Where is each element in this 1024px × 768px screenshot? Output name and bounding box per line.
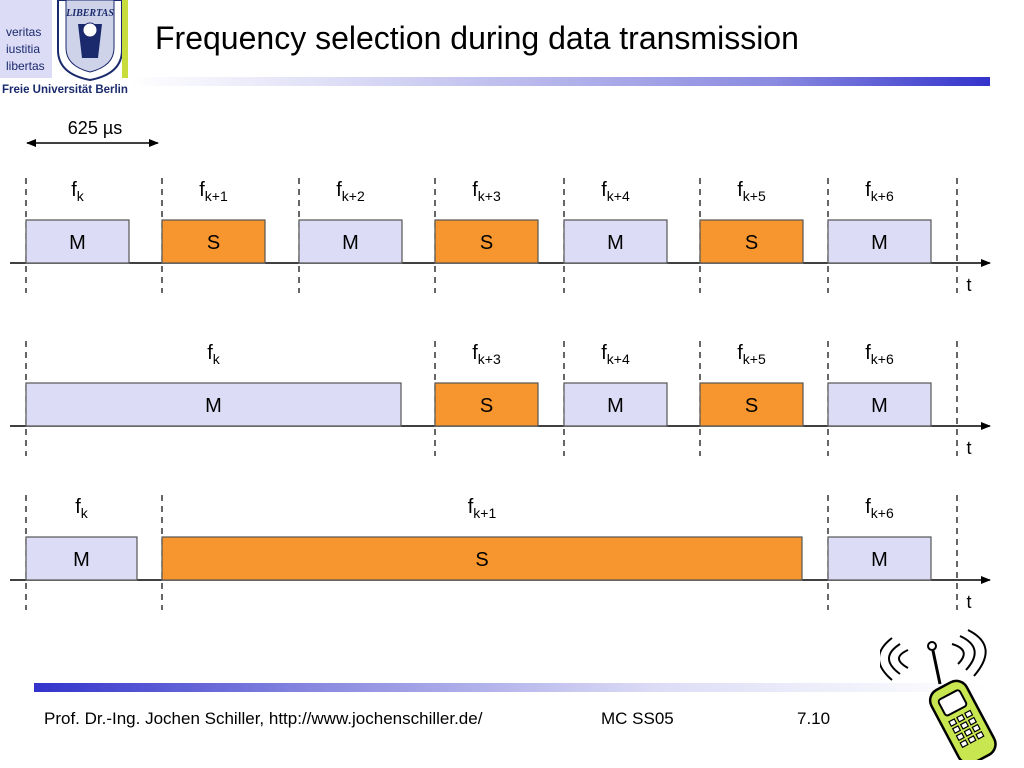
mobile-phone-icon — [880, 629, 997, 760]
frequency-label: fk — [75, 496, 89, 521]
frequency-label: fk — [71, 179, 85, 204]
logo-seal-text: LIBERTAS — [65, 8, 114, 19]
packet-label: M — [871, 549, 888, 571]
slave-packet — [434, 219, 539, 264]
master-packet — [827, 536, 932, 581]
master-packet — [298, 219, 403, 264]
frequency-label: fk+4 — [601, 179, 630, 204]
master-packet — [25, 219, 130, 264]
slave-packet — [699, 382, 804, 427]
footer-page-number: 7.10 — [797, 709, 831, 728]
frequency-label: fk+5 — [737, 179, 766, 204]
slave-packet — [161, 536, 803, 581]
packet-label: M — [607, 232, 624, 254]
university-logo: veritas iustitia libertas LIBERTAS Freie… — [0, 0, 128, 96]
frequency-label: fk — [207, 342, 221, 367]
time-axis-label: t — [966, 275, 971, 295]
packet-label: M — [871, 232, 888, 254]
frequency-label: fk+1 — [199, 179, 228, 204]
master-packet — [25, 536, 138, 581]
logo-line-3: libertas — [6, 59, 45, 73]
duration-label: 625 µs — [68, 118, 122, 138]
footer-course: MC SS05 — [601, 709, 674, 728]
slave-packet — [699, 219, 804, 264]
logo-university-name: Freie Universität Berlin — [2, 84, 128, 96]
frequency-label: fk+5 — [737, 342, 766, 367]
frequency-label: fk+2 — [336, 179, 365, 204]
frequency-label: fk+6 — [865, 179, 894, 204]
packet-label: S — [480, 232, 493, 254]
packet-label: S — [745, 232, 758, 254]
master-packet — [827, 219, 932, 264]
frequency-label: fk+3 — [472, 342, 501, 367]
frequency-label: fk+3 — [472, 179, 501, 204]
frequency-label: fk+1 — [468, 496, 497, 521]
master-packet — [827, 382, 932, 427]
frequency-label: fk+6 — [865, 496, 894, 521]
logo-line-1: veritas — [6, 25, 41, 39]
packet-label: M — [871, 395, 888, 417]
logo-line-2: iustitia — [6, 42, 40, 56]
frequency-label: fk+4 — [601, 342, 630, 367]
master-packet — [563, 219, 668, 264]
footer-author: Prof. Dr.-Ing. Jochen Schiller, http://w… — [44, 709, 483, 728]
footer-gradient-bar — [34, 683, 989, 692]
slide-title: Frequency selection during data transmis… — [155, 20, 799, 56]
frequency-label: fk+6 — [865, 342, 894, 367]
packet-label: S — [207, 232, 220, 254]
packet-label: S — [475, 549, 488, 571]
packet-label: S — [745, 395, 758, 417]
packet-label: M — [69, 232, 86, 254]
time-axis-label: t — [966, 438, 971, 458]
slave-packet — [161, 219, 266, 264]
packet-label: M — [342, 232, 359, 254]
time-axis-label: t — [966, 592, 971, 612]
master-packet — [25, 382, 402, 427]
packet-label: M — [73, 549, 90, 571]
slave-packet — [434, 382, 539, 427]
header-gradient-bar — [130, 77, 990, 86]
packet-label: S — [480, 395, 493, 417]
master-packet — [563, 382, 668, 427]
frequency-hopping-diagram: 625 µs t Mfk Sfk+1 Mfk+2 Sfk+3 Mfk+4 Sfk+5 Mfk+… — [10, 118, 991, 612]
packet-label: M — [607, 395, 624, 417]
packet-label: M — [205, 395, 222, 417]
